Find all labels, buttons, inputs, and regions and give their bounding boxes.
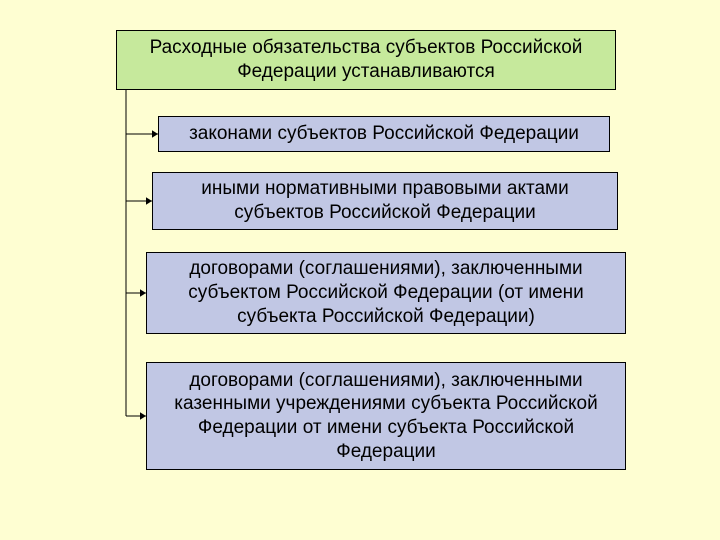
item-text-1: законами субъектов Российской Федерации bbox=[189, 122, 579, 146]
item-box-1: законами субъектов Российской Федерации bbox=[158, 116, 610, 152]
item-box-4: договорами (соглашениями), заключенными … bbox=[146, 362, 626, 470]
item-text-2: иными нормативными правовыми актами субъ… bbox=[165, 177, 605, 225]
item-text-4: договорами (соглашениями), заключенными … bbox=[159, 369, 613, 464]
header-text: Расходные обязательства субъектов Россий… bbox=[129, 36, 603, 84]
diagram-canvas: Расходные обязательства субъектов Россий… bbox=[0, 0, 720, 540]
header-box: Расходные обязательства субъектов Россий… bbox=[116, 30, 616, 90]
item-box-3: договорами (соглашениями), заключенными … bbox=[146, 252, 626, 334]
item-text-3: договорами (соглашениями), заключенными … bbox=[159, 257, 613, 328]
item-box-2: иными нормативными правовыми актами субъ… bbox=[152, 172, 618, 230]
